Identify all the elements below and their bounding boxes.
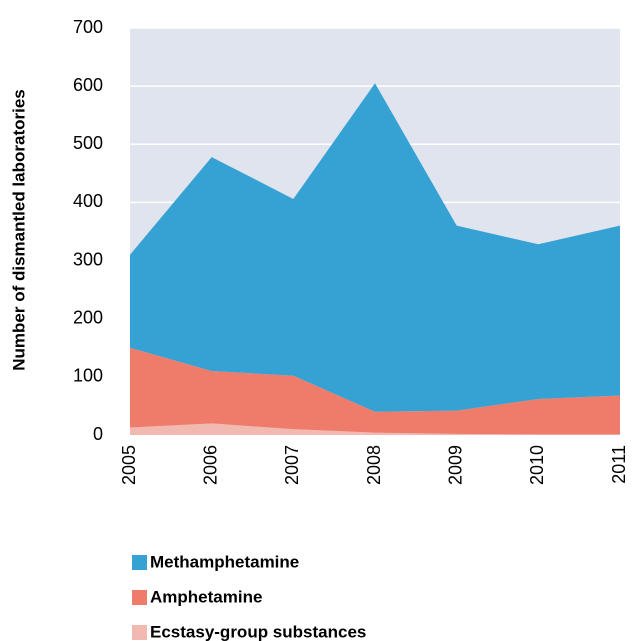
y-tick-label: 500 bbox=[73, 133, 103, 153]
legend-label: Ecstasy-group substances bbox=[150, 622, 366, 641]
legend-label: Methamphetamine bbox=[150, 552, 299, 571]
x-tick-label: 2008 bbox=[364, 445, 384, 485]
y-tick-label: 400 bbox=[73, 191, 103, 211]
x-tick-label: 2011 bbox=[609, 445, 629, 484]
y-tick-label: 0 bbox=[93, 424, 103, 444]
legend-swatch bbox=[132, 590, 147, 605]
y-tick-label: 600 bbox=[73, 75, 103, 95]
x-tick-label: 2005 bbox=[119, 445, 139, 485]
legend-swatch bbox=[132, 555, 147, 570]
area bbox=[130, 423, 620, 435]
x-tick-label: 2009 bbox=[445, 445, 465, 485]
area bbox=[130, 347, 620, 435]
x-tick-label: 2010 bbox=[527, 445, 547, 485]
y-tick-label: 200 bbox=[73, 307, 103, 327]
legend-label: Amphetamine bbox=[150, 587, 262, 606]
y-tick-label: 300 bbox=[73, 249, 103, 269]
x-tick-label: 2007 bbox=[282, 445, 302, 485]
legend-swatch bbox=[132, 625, 147, 640]
y-tick-label: 700 bbox=[73, 17, 103, 37]
y-axis-title: Number of dismantled laboratories bbox=[9, 89, 28, 371]
area bbox=[130, 83, 620, 412]
y-tick-label: 100 bbox=[73, 366, 103, 386]
x-tick-label: 2006 bbox=[200, 445, 220, 485]
